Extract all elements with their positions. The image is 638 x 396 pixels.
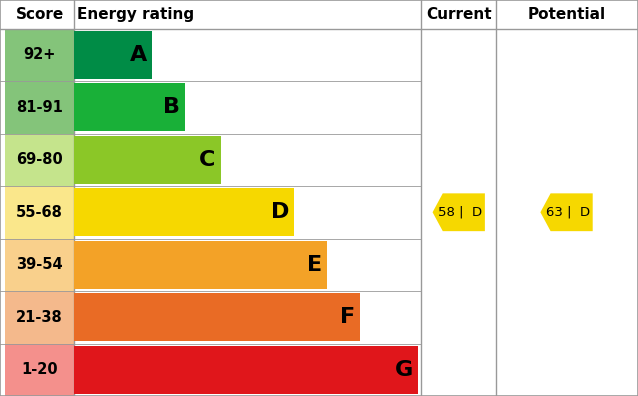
Bar: [74, 30, 152, 79]
Bar: [74, 83, 185, 131]
Text: Energy rating: Energy rating: [77, 7, 195, 22]
Bar: [5, 29, 74, 81]
Bar: [74, 346, 418, 394]
Bar: [74, 135, 221, 184]
Bar: [5, 291, 74, 343]
Text: 58 |  D: 58 | D: [438, 206, 482, 219]
Text: 21-38: 21-38: [16, 310, 63, 325]
Text: B: B: [163, 97, 180, 117]
Bar: [5, 343, 74, 396]
Text: A: A: [130, 45, 147, 65]
Bar: [74, 241, 327, 289]
Text: 63 |  D: 63 | D: [545, 206, 590, 219]
Text: G: G: [394, 360, 413, 380]
Text: F: F: [339, 307, 355, 327]
Text: 69-80: 69-80: [16, 152, 63, 167]
Text: Current: Current: [426, 7, 491, 22]
Text: Potential: Potential: [528, 7, 605, 22]
Bar: [5, 186, 74, 238]
Text: 92+: 92+: [24, 47, 56, 62]
Text: 1-20: 1-20: [21, 362, 58, 377]
Bar: [5, 238, 74, 291]
Text: 55-68: 55-68: [16, 205, 63, 220]
Bar: [5, 81, 74, 133]
Text: E: E: [307, 255, 322, 275]
Bar: [74, 188, 294, 236]
Text: Score: Score: [15, 7, 64, 22]
Polygon shape: [540, 193, 593, 231]
Text: C: C: [199, 150, 216, 170]
Bar: [5, 133, 74, 186]
Bar: [74, 293, 360, 341]
Text: 81-91: 81-91: [16, 100, 63, 115]
Text: 39-54: 39-54: [16, 257, 63, 272]
Text: D: D: [271, 202, 289, 222]
Polygon shape: [433, 193, 485, 231]
